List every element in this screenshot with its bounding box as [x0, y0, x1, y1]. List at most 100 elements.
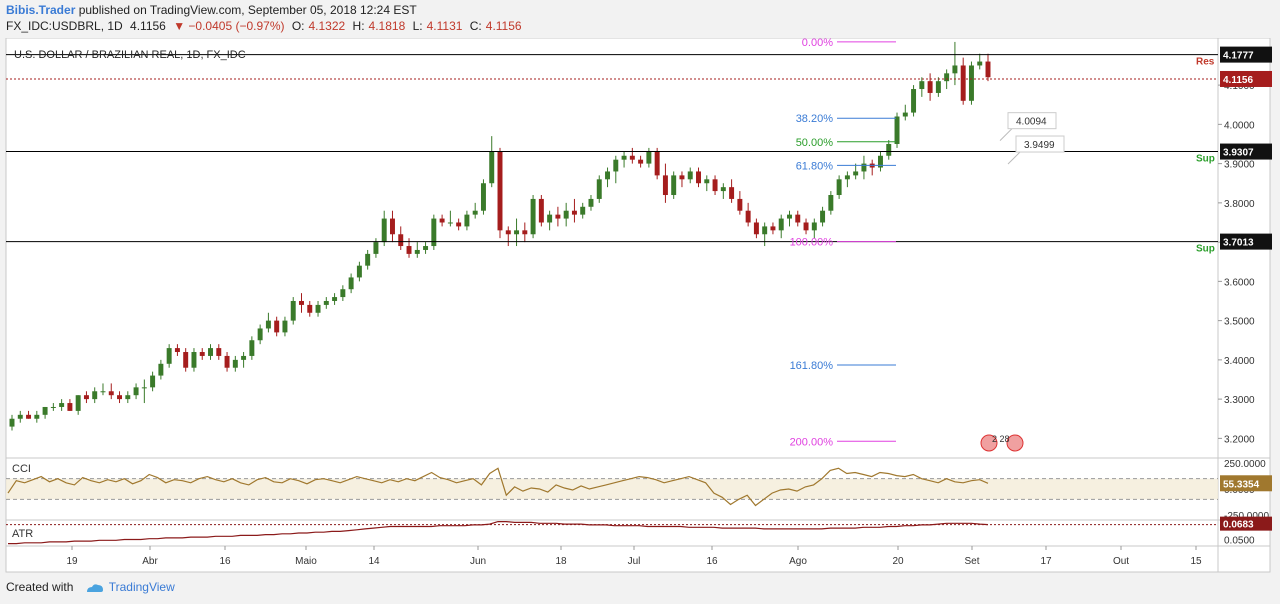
- candle-body: [902, 112, 908, 117]
- candle-body: [464, 214, 470, 227]
- candle-body: [737, 198, 743, 211]
- author-link[interactable]: Bibis.Trader: [6, 3, 76, 17]
- candle-body: [67, 403, 73, 411]
- price-change: ▼ −0.0405 (−0.97%): [173, 19, 285, 33]
- atr-series-line: [8, 521, 989, 545]
- candle-body: [555, 214, 561, 219]
- candle-body: [431, 218, 437, 247]
- candle-body: [117, 395, 123, 400]
- candle-body: [787, 214, 792, 219]
- candle-body: [820, 210, 826, 223]
- candle-body: [919, 81, 925, 90]
- atr-value-tag: [1220, 516, 1272, 531]
- candle-body: [514, 230, 520, 235]
- projection-box: [1015, 135, 1065, 153]
- cci-value-tag: [1220, 475, 1272, 492]
- low-label: L:: [412, 19, 423, 33]
- candle-body: [563, 210, 569, 219]
- y-tick-label: 3.5000: [1224, 317, 1255, 328]
- candle-body: [745, 210, 751, 223]
- candle-body: [911, 89, 917, 113]
- candle-body: [249, 340, 255, 356]
- candle-body: [166, 348, 172, 364]
- projection-box: [1007, 112, 1057, 130]
- x-tick-label: Maio: [295, 556, 317, 567]
- x-tick-label: Jul: [628, 556, 641, 567]
- y-tick-label: 3.3000: [1224, 395, 1255, 406]
- candle-body: [265, 320, 271, 329]
- x-tick-label: Jun: [470, 556, 486, 567]
- candle-body: [323, 300, 329, 305]
- fib-label: 200.00%: [790, 436, 834, 448]
- candle-body: [456, 222, 462, 227]
- candle-body: [877, 155, 883, 168]
- level-tag-sup: Sup: [1196, 244, 1215, 255]
- candle-body: [960, 65, 966, 101]
- candle-body: [439, 218, 445, 223]
- candle-body: [365, 253, 371, 266]
- candle-body: [299, 300, 304, 305]
- level-price-tag: [1220, 233, 1272, 250]
- candle-body: [985, 61, 991, 78]
- candle-body: [224, 355, 230, 368]
- candle-body: [150, 375, 156, 388]
- candle-body: [811, 222, 817, 231]
- candle-body: [704, 179, 710, 184]
- event-flag-icon: [1006, 434, 1024, 452]
- projection-label: 4.0094: [1016, 117, 1047, 128]
- candle-body: [844, 175, 850, 180]
- fib-label: 161.80%: [790, 360, 834, 372]
- event-badge: [980, 434, 1024, 452]
- candle-body: [92, 391, 98, 400]
- candle-body: [26, 414, 32, 419]
- created-with-text: Created with: [6, 580, 74, 594]
- candle-body: [125, 395, 131, 400]
- candle-body: [944, 73, 950, 82]
- candle-body: [968, 65, 974, 101]
- candle-body: [373, 242, 379, 254]
- chart-canvas[interactable]: 4.10004.00003.90003.80003.70003.60003.50…: [0, 38, 1280, 576]
- x-tick-label: 16: [219, 556, 231, 567]
- candle-body: [356, 265, 362, 278]
- candle-body: [447, 222, 453, 224]
- candle-body: [489, 151, 495, 184]
- atr-label: ATR: [12, 528, 33, 540]
- candle-body: [307, 304, 313, 313]
- candle-body: [133, 387, 139, 396]
- x-tick-label: Out: [1113, 556, 1129, 567]
- close-label: C:: [469, 19, 482, 33]
- fib-label: 38.20%: [796, 113, 834, 125]
- x-tick-label: 14: [368, 556, 380, 567]
- candle-body: [795, 214, 801, 223]
- y-tick-label: 4.0000: [1224, 120, 1255, 131]
- event-flag-icon: [980, 434, 998, 452]
- candle-body: [836, 179, 842, 196]
- atr-value-label: 0.0683: [1223, 520, 1254, 531]
- candle-body: [406, 246, 412, 254]
- candle-body: [59, 403, 65, 407]
- tradingview-logo-link[interactable]: TradingView: [108, 580, 175, 594]
- publish-line: Bibis.Trader published on TradingView.co…: [6, 3, 417, 17]
- candle-body: [861, 163, 867, 172]
- candle-body: [257, 328, 263, 341]
- candle-body: [638, 159, 644, 164]
- cci-y-tick-label: -250.0000: [1224, 511, 1269, 522]
- candle-body: [75, 395, 81, 411]
- candle-body: [50, 406, 56, 408]
- candle-body: [505, 230, 511, 235]
- candle-body: [778, 218, 784, 231]
- fib-label: 61.80%: [796, 160, 834, 172]
- candle-body: [828, 195, 834, 211]
- candle-body: [588, 198, 594, 207]
- low-value: 4.1131: [426, 19, 463, 33]
- x-tick-label: Abr: [142, 556, 158, 567]
- candle-body: [671, 175, 677, 196]
- candle-body: [472, 210, 478, 215]
- candle-body: [605, 171, 611, 180]
- candle-body: [208, 348, 213, 356]
- candle-body: [522, 230, 528, 235]
- candle-body: [216, 348, 222, 356]
- candle-body: [232, 359, 238, 368]
- level-tag-res: Res: [1196, 57, 1215, 68]
- candle-body: [927, 81, 933, 93]
